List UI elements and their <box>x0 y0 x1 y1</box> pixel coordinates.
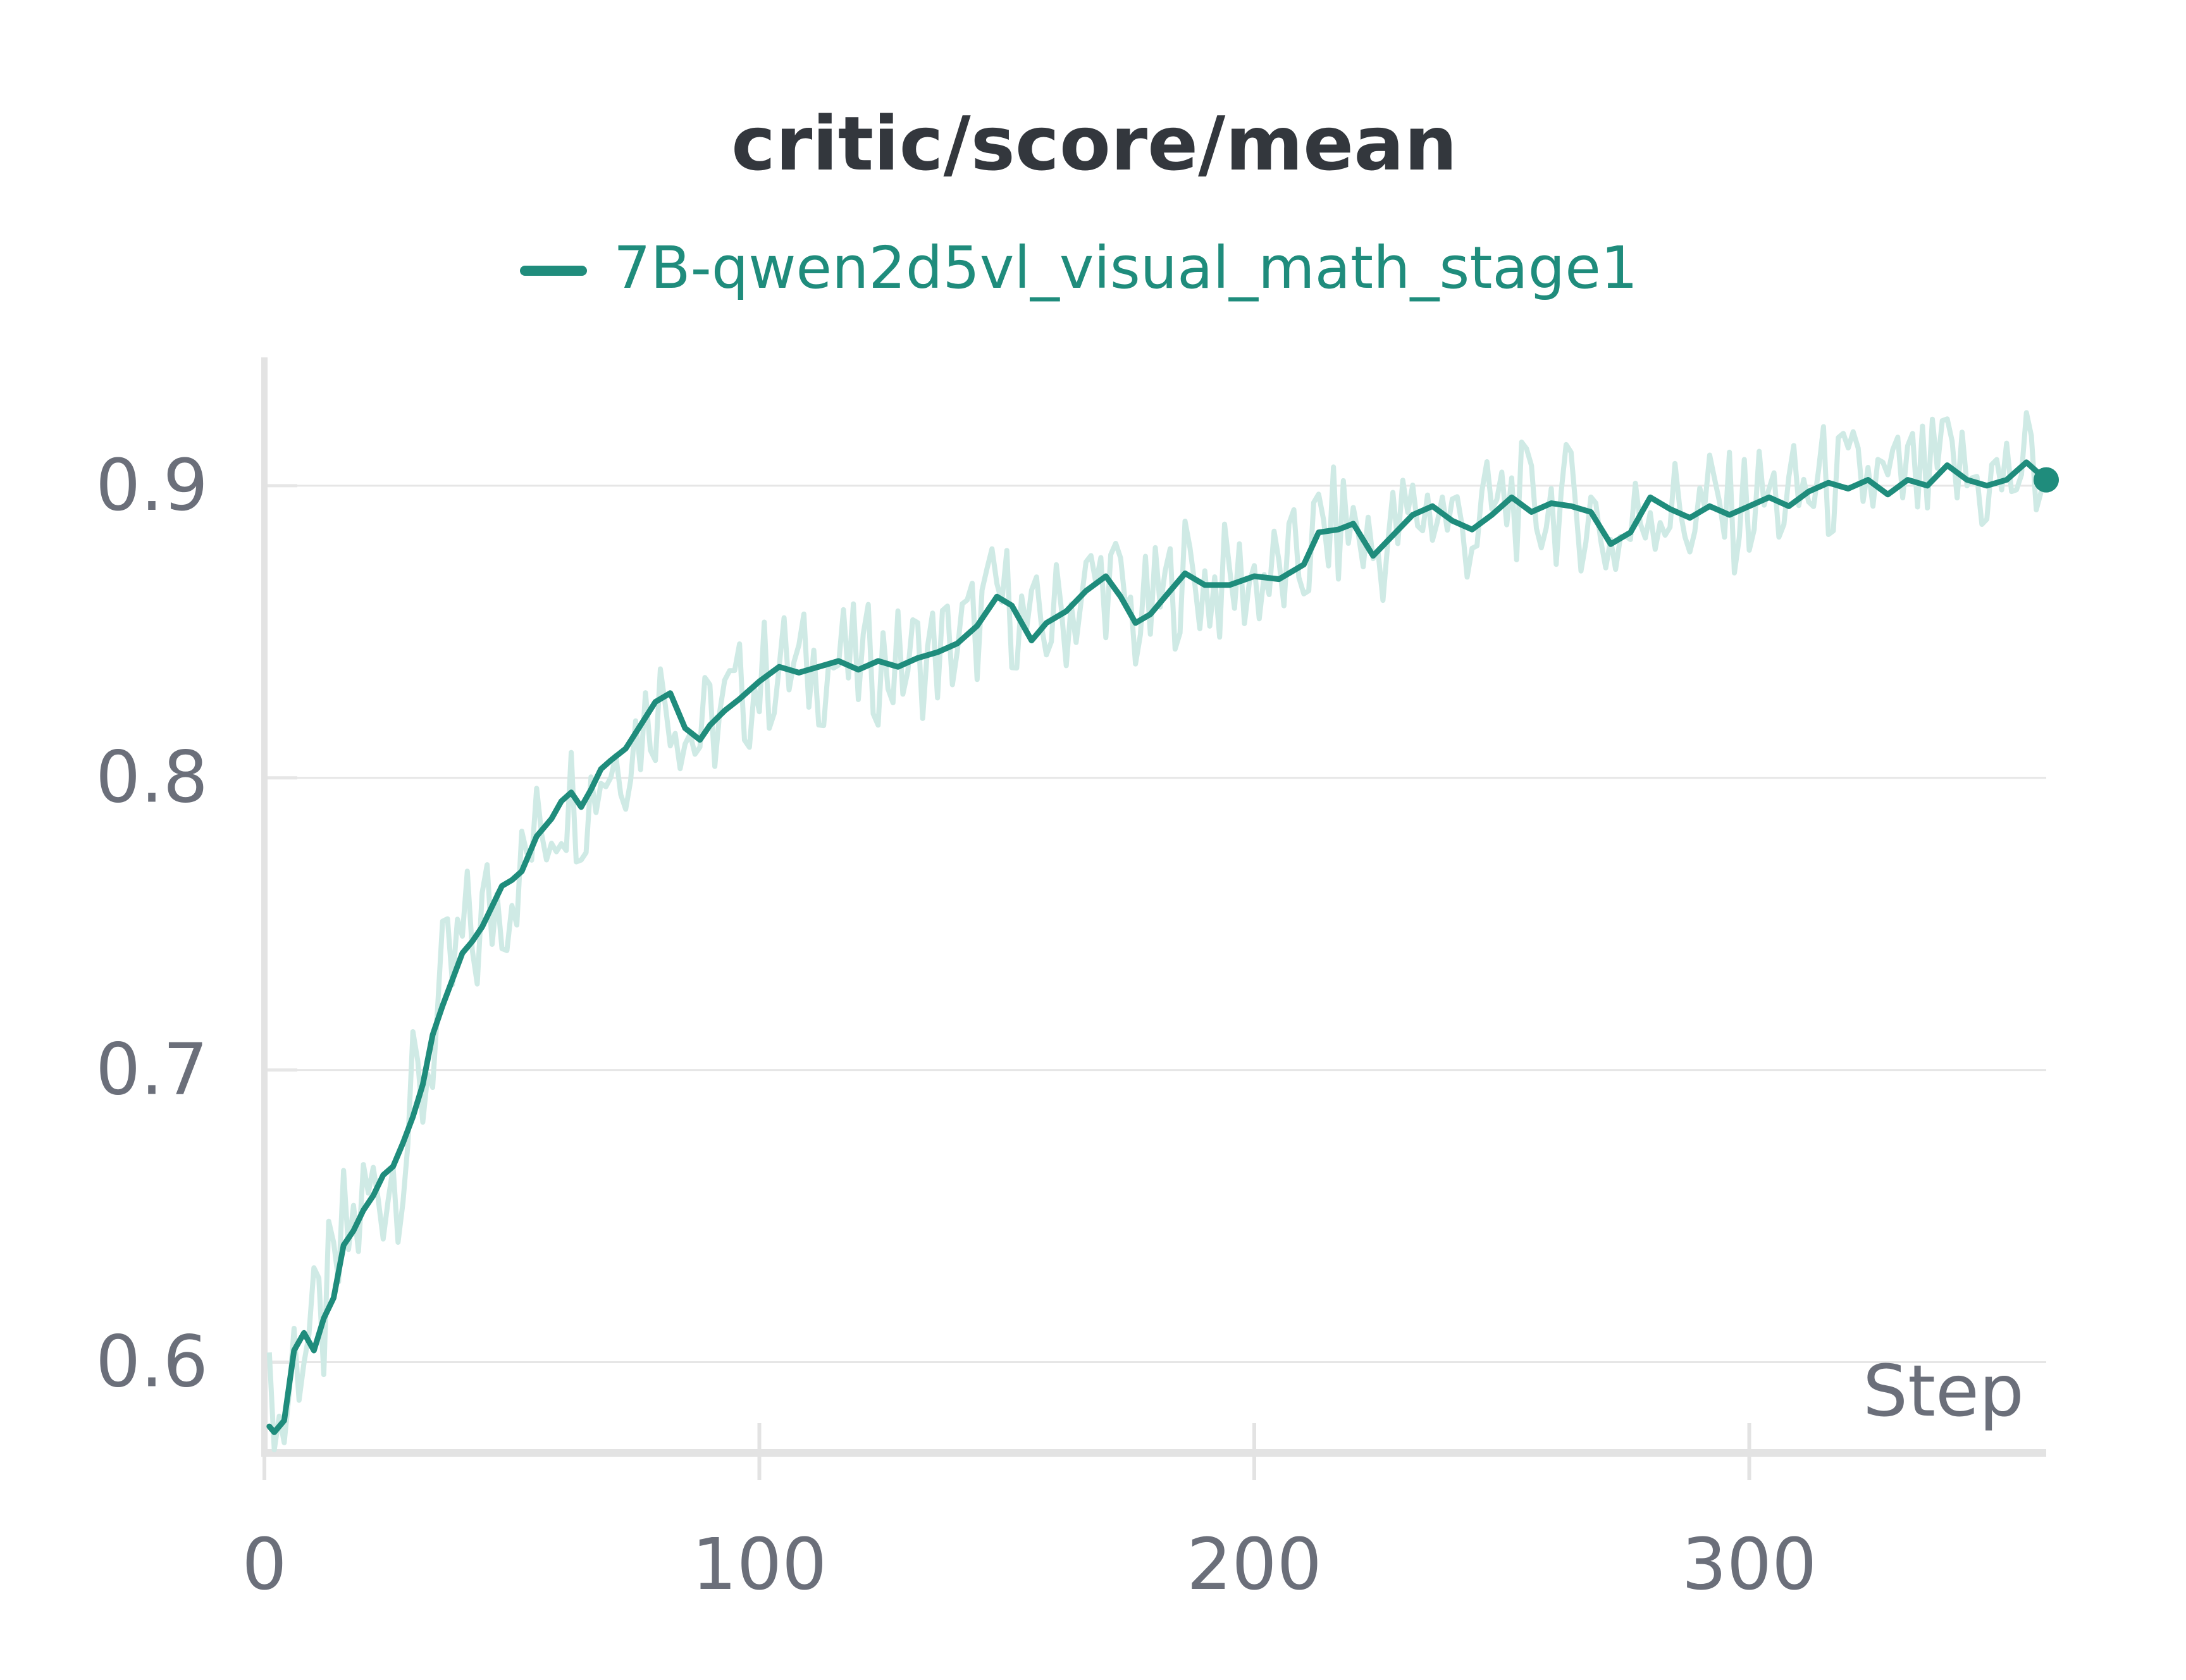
gridlines <box>264 485 2046 1363</box>
plot-area[interactable] <box>266 410 2059 1452</box>
x-tick-label: 200 <box>1187 1524 1322 1606</box>
y-tick-label: 0.9 <box>96 445 208 527</box>
x-tick-label: 100 <box>692 1524 827 1606</box>
x-axis: 0 100 200 300 <box>242 1423 2046 1606</box>
series-line <box>266 459 2049 1435</box>
y-tick-label: 0.6 <box>96 1321 208 1403</box>
y-tick-label: 0.7 <box>96 1029 208 1111</box>
x-tick-label: 0 <box>242 1524 287 1606</box>
x-tick-label: 300 <box>1682 1524 1817 1606</box>
legend-label: 7B-qwen2d5vl_visual_math_stage1 <box>614 234 1638 302</box>
legend[interactable]: 7B-qwen2d5vl_visual_math_stage1 <box>520 234 1638 302</box>
chart-title: critic/score/mean <box>731 100 1457 187</box>
y-axis: 0.6 0.7 0.8 0.9 <box>96 357 297 1456</box>
series-end-point <box>2034 467 2059 493</box>
y-tick-label: 0.8 <box>96 737 208 819</box>
raw-series-line <box>266 410 2044 1452</box>
x-axis-label: Step <box>1863 1350 2024 1433</box>
